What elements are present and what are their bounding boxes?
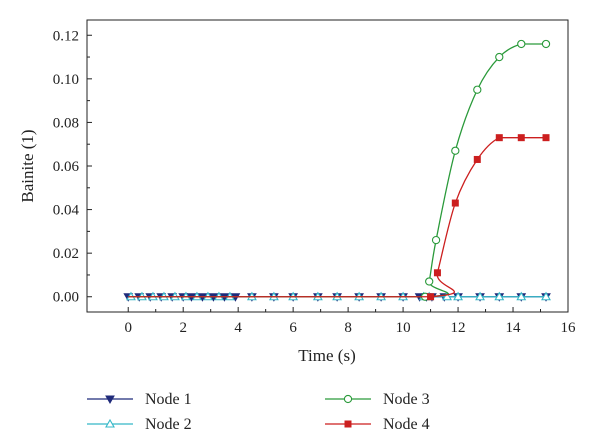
legend-item-node-2: Node 2: [87, 416, 192, 433]
x-axis-title: Time (s): [298, 346, 355, 365]
x-tick-label: 2: [179, 320, 187, 336]
x-tick-label: 6: [289, 320, 297, 336]
legend-label: Node 2: [145, 416, 192, 433]
data-point-node-3: [451, 146, 460, 155]
data-point-node-2: [516, 291, 527, 301]
data-point-node-4: [495, 134, 503, 142]
series-node-3: [128, 39, 551, 301]
legend-item-node-3: Node 3: [325, 391, 430, 408]
series-line-node-4: [128, 137, 547, 298]
y-tick-label: 0.08: [53, 115, 79, 131]
data-point-node-4: [427, 293, 435, 301]
y-tick-label: 0.04: [53, 203, 80, 219]
data-point-node-3: [495, 52, 504, 62]
data-point-node-4: [451, 199, 459, 207]
data-point-node-2: [442, 291, 453, 301]
legend-marker: [344, 420, 352, 428]
y-tick-label: 0.10: [53, 72, 79, 88]
legend-item-node-4: Node 4: [325, 416, 430, 433]
data-point-node-3: [473, 85, 482, 94]
data-point-node-3: [517, 39, 526, 49]
data-point-node-2: [494, 291, 505, 301]
x-tick-label: 16: [561, 320, 577, 336]
data-point-node-2: [475, 291, 485, 301]
x-tick-label: 12: [451, 320, 466, 336]
x-tick-label: 10: [396, 320, 411, 336]
x-tick-label: 0: [124, 320, 132, 336]
legend-label: Node 3: [383, 391, 430, 408]
data-point-node-4: [542, 134, 550, 142]
plot-frame: [86, 19, 569, 313]
series-line-node-3: [128, 43, 547, 298]
legend-marker: [343, 394, 353, 404]
legend-marker: [105, 418, 115, 428]
data-point-node-4: [433, 269, 441, 277]
data-point-node-3: [541, 39, 551, 49]
data-point-node-4: [473, 155, 481, 163]
legend-label: Node 4: [383, 416, 430, 433]
data-point-node-3: [431, 235, 441, 245]
legend-marker: [105, 395, 115, 405]
data-point-node-2: [541, 291, 551, 301]
x-tick-label: 4: [234, 320, 242, 336]
legend: Node 1 Node 2 Node 3 Node 4: [87, 391, 430, 433]
y-tick-label: 0.02: [53, 246, 79, 262]
series-layer: [123, 39, 551, 302]
x-tick-label: 8: [344, 320, 352, 336]
y-tick-label: 0.00: [53, 290, 79, 306]
data-point-node-4: [517, 134, 525, 142]
data-point-node-2: [453, 291, 464, 301]
y-tick-label: 0.12: [53, 28, 79, 44]
series-node-4: [128, 134, 550, 301]
y-tick-label: 0.06: [53, 159, 80, 175]
data-point-node-3: [425, 277, 434, 286]
legend-item-node-1: Node 1: [87, 391, 192, 408]
ticks-layer: 0 2 4 6 8 10 12 14 16 0.00 0.02 0.04 0.06 0.08 0.10 0.1…: [53, 28, 576, 336]
y-axis-title: Bainite (1): [18, 129, 37, 202]
legend-label: Node 1: [145, 391, 192, 408]
x-tick-label: 14: [506, 320, 522, 336]
